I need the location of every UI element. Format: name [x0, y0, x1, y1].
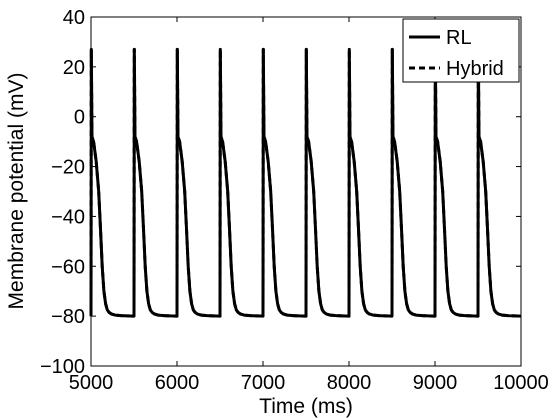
y-tick-label: −80 — [51, 306, 85, 328]
tick-layer: 5000 6000 7000 8000 9000 10000 −100 −80 −60 −40 −2… — [40, 7, 549, 394]
x-tick-label: 10000 — [493, 372, 549, 394]
x-tick-label: 5000 — [69, 372, 114, 394]
y-tick-label: −100 — [40, 356, 85, 378]
plot-area-frame — [90, 16, 522, 367]
legend-label-rl: RL — [446, 27, 472, 49]
x-tick-label: 7000 — [241, 372, 286, 394]
y-tick-label: 40 — [63, 7, 85, 29]
x-tick-label: 9000 — [413, 372, 458, 394]
series-layer — [89, 47, 522, 318]
y-tick-label: 20 — [63, 57, 85, 79]
legend: RL Hybrid — [402, 18, 520, 83]
y-tick-label: −60 — [51, 256, 85, 278]
x-tick-label: 6000 — [155, 372, 200, 394]
y-tick-label: 0 — [74, 107, 85, 129]
series-line-hybrid — [89, 47, 522, 318]
y-tick-label: −40 — [51, 206, 85, 228]
legend-label-hybrid: Hybrid — [446, 58, 504, 80]
x-tick-label: 8000 — [327, 372, 372, 394]
legend-box — [402, 18, 520, 83]
x-axis-label: Time (ms) — [259, 395, 353, 418]
y-axis-label: Membrane potential (mV) — [5, 73, 28, 310]
y-tick-label: −20 — [51, 157, 85, 179]
